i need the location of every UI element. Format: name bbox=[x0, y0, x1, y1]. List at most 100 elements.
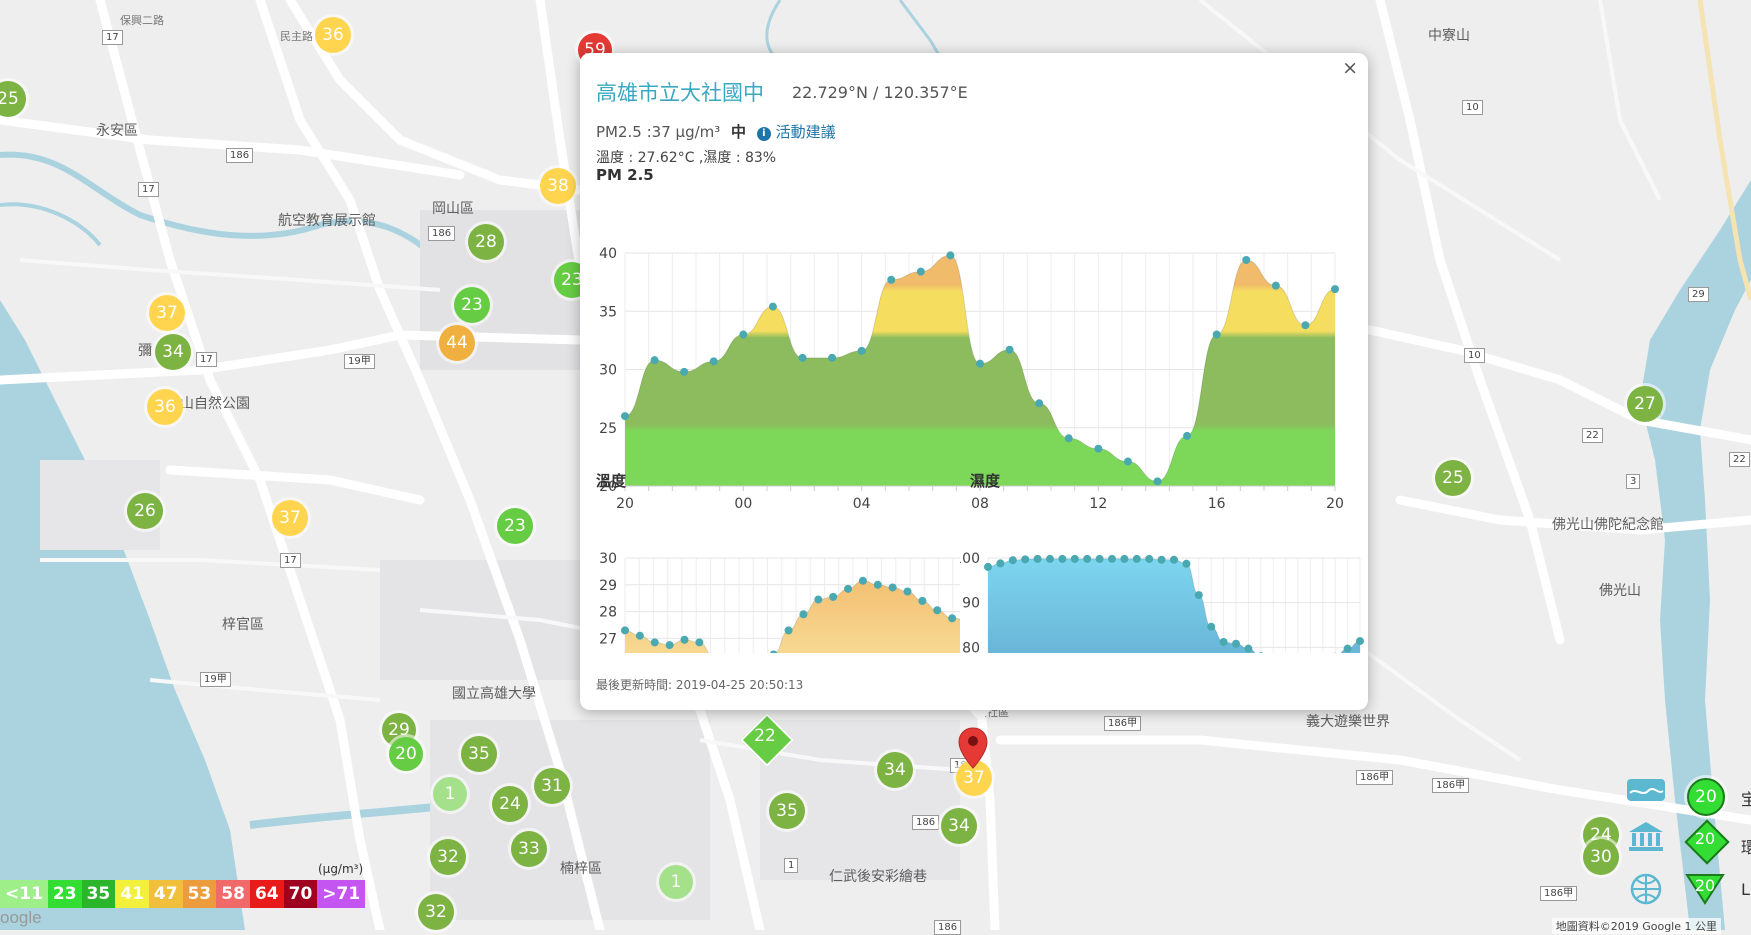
globe-icon[interactable] bbox=[1626, 865, 1666, 905]
district-label: 彌 bbox=[138, 340, 152, 360]
data-point bbox=[770, 650, 778, 653]
aqi-marker[interactable]: 25 bbox=[1435, 460, 1471, 496]
legend-item: 70 bbox=[284, 880, 318, 908]
legend-item: >71 bbox=[317, 880, 365, 908]
activity-advice-label: 活動建議 bbox=[776, 123, 836, 141]
aqi-marker[interactable]: 24 bbox=[492, 786, 528, 822]
data-point bbox=[769, 303, 777, 311]
road-shield: 17 bbox=[138, 182, 159, 197]
aqi-marker[interactable]: 35 bbox=[461, 736, 497, 772]
aqi-marker[interactable]: 28 bbox=[468, 224, 504, 260]
data-point bbox=[874, 581, 882, 589]
aqi-marker[interactable]: 23 bbox=[497, 508, 533, 544]
temperature-chart[interactable]: 252627282930 bbox=[580, 493, 960, 653]
close-button[interactable]: × bbox=[1342, 57, 1358, 79]
legend-item: 64 bbox=[250, 880, 284, 908]
temperature-chart-title: 溫度 bbox=[596, 470, 626, 491]
chart-area bbox=[988, 559, 1360, 653]
road-shield: 10 bbox=[1464, 348, 1485, 363]
data-point bbox=[976, 360, 984, 368]
data-point bbox=[1071, 555, 1079, 563]
aqi-marker[interactable]: 34 bbox=[155, 334, 191, 370]
aqi-marker[interactable]: 32 bbox=[418, 894, 454, 930]
data-point bbox=[904, 588, 912, 596]
data-point bbox=[1065, 434, 1073, 442]
road-shield: 186甲 bbox=[1432, 778, 1469, 793]
poi-label: 義大遊樂世界 bbox=[1306, 711, 1390, 731]
y-tick-label: 25 bbox=[599, 421, 617, 437]
legend-item: 35 bbox=[82, 880, 116, 908]
aqi-marker[interactable]: 1 bbox=[433, 777, 467, 811]
aqi-marker[interactable]: 34 bbox=[877, 752, 913, 788]
data-point bbox=[621, 412, 629, 420]
data-point bbox=[948, 614, 956, 622]
pm25-reading: PM2.5 :37 μg/m³ 中 i 活動建議 bbox=[596, 121, 836, 142]
station-name: 高雄市立大社國中 bbox=[596, 77, 764, 107]
poi-label: 中寮山 bbox=[1428, 25, 1470, 45]
poi-label: 佛光山 bbox=[1599, 580, 1641, 600]
data-point bbox=[946, 251, 954, 259]
temp-humidity-reading: 溫度 : 27.62°C ,濕度 : 83% bbox=[596, 147, 776, 167]
data-point bbox=[996, 559, 1004, 567]
aqi-marker[interactable]: 23 bbox=[454, 287, 490, 323]
data-point bbox=[917, 268, 925, 276]
data-point bbox=[651, 638, 659, 646]
data-point bbox=[1035, 399, 1043, 407]
data-point bbox=[1034, 555, 1042, 563]
activity-advice-link[interactable]: i 活動建議 bbox=[757, 123, 836, 141]
aqi-marker[interactable]: 37 bbox=[149, 295, 185, 331]
aqi-marker[interactable]: 38 bbox=[540, 168, 576, 204]
aqi-marker[interactable]: 35 bbox=[769, 793, 805, 829]
data-point bbox=[1195, 591, 1203, 599]
aqi-marker[interactable]: 30 bbox=[1583, 839, 1619, 875]
road-shield: 19甲 bbox=[344, 354, 375, 369]
data-point bbox=[1257, 652, 1265, 653]
aqi-marker[interactable]: 36 bbox=[315, 17, 351, 53]
legend-item: 41 bbox=[115, 880, 149, 908]
sea-icon[interactable] bbox=[1626, 775, 1666, 805]
data-point bbox=[1232, 640, 1240, 648]
data-point bbox=[680, 636, 688, 644]
data-point bbox=[1021, 555, 1029, 563]
data-point bbox=[621, 626, 629, 634]
aqi-marker[interactable]: 36 bbox=[147, 389, 183, 425]
data-point bbox=[1207, 623, 1215, 631]
data-point bbox=[933, 606, 941, 614]
road-shield: 10 bbox=[1462, 100, 1483, 115]
data-point bbox=[680, 368, 688, 376]
aqi-marker[interactable]: 1 bbox=[659, 865, 693, 899]
data-point bbox=[1009, 556, 1017, 564]
data-point bbox=[1046, 555, 1054, 563]
aqi-marker[interactable]: 44 bbox=[439, 325, 475, 361]
data-point bbox=[859, 577, 867, 585]
government-building-icon[interactable] bbox=[1626, 820, 1666, 852]
road-shield: 186 bbox=[934, 920, 961, 935]
y-tick-label: 100 bbox=[960, 551, 980, 567]
data-point bbox=[918, 597, 926, 605]
data-point bbox=[1183, 432, 1191, 440]
aqi-marker[interactable]: 31 bbox=[534, 768, 570, 804]
legend-item: 53 bbox=[183, 880, 217, 908]
location-pin-icon[interactable] bbox=[958, 726, 988, 770]
aqi-marker[interactable]: 27 bbox=[1627, 386, 1663, 422]
data-point bbox=[710, 357, 718, 365]
aqi-marker[interactable]: 37 bbox=[272, 500, 308, 536]
aqi-marker[interactable]: 20 bbox=[389, 737, 423, 771]
aqi-marker[interactable]: 33 bbox=[511, 831, 547, 867]
diamond-marker-label: 22 bbox=[748, 726, 782, 746]
aqi-marker[interactable]: 26 bbox=[127, 493, 163, 529]
aqi-marker[interactable]: 32 bbox=[430, 839, 466, 875]
data-point bbox=[889, 583, 897, 591]
google-logo[interactable]: oogle bbox=[0, 908, 42, 928]
map-attribution[interactable]: 地圖資料©2019 Google 1 公里 bbox=[1552, 918, 1721, 934]
road-shield: 186 bbox=[226, 148, 253, 163]
humidity-chart[interactable]: 708090100 bbox=[960, 493, 1368, 653]
road-shield: 186 bbox=[912, 815, 939, 830]
district-label: 岡山區 bbox=[432, 198, 474, 218]
road-shield: 186甲 bbox=[1104, 716, 1141, 731]
data-point bbox=[1058, 555, 1066, 563]
data-point bbox=[984, 563, 992, 571]
data-point bbox=[1145, 555, 1153, 563]
aqi-marker[interactable]: 34 bbox=[941, 808, 977, 844]
